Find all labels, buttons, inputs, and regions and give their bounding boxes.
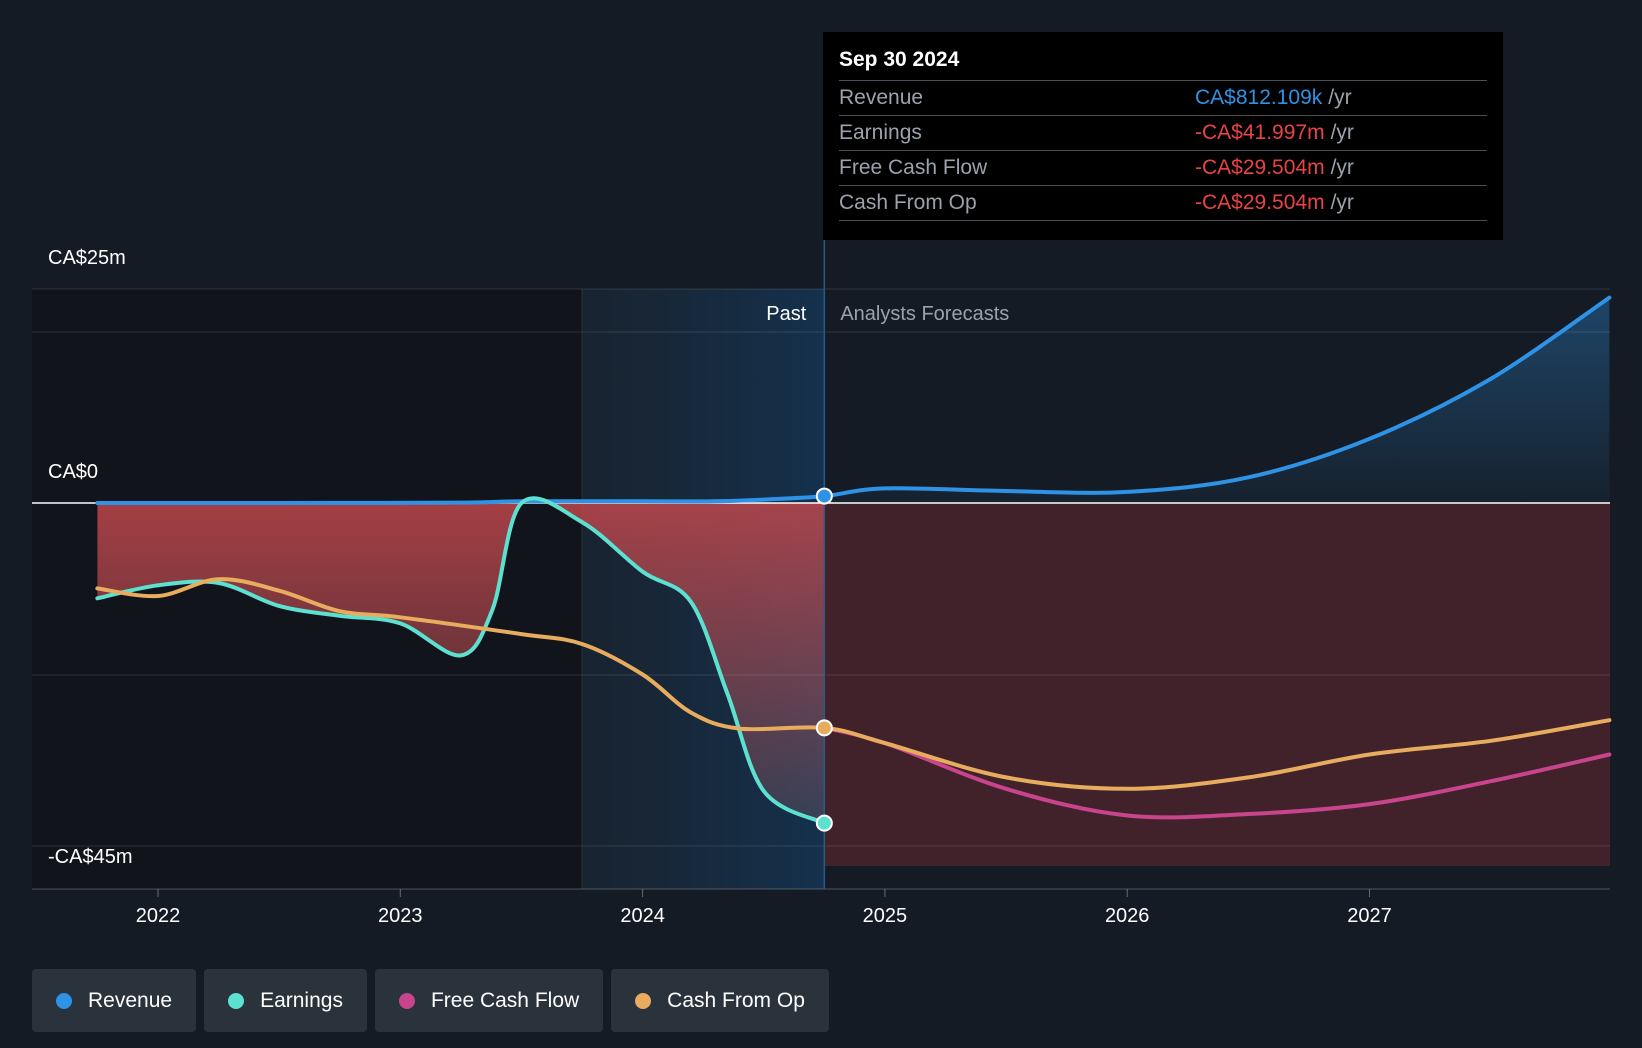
x-tick-label: 2025 bbox=[863, 905, 908, 927]
revenue-forecast-area bbox=[824, 297, 1610, 503]
legend-label: Free Cash Flow bbox=[430, 988, 580, 1012]
tooltip-panel: Sep 30 2024 Revenue CA$812.109k /yr Earn… bbox=[823, 32, 1503, 240]
x-tick-label: 2026 bbox=[1105, 905, 1150, 927]
past-label: Past bbox=[766, 303, 806, 325]
tooltip-row-value: -CA$29.504m bbox=[1195, 191, 1325, 214]
tooltip-row-value: CA$812.109k bbox=[1195, 86, 1323, 109]
tooltip-row-earnings: Earnings -CA$41.997m /yr bbox=[839, 115, 1487, 150]
series-line-earnings bbox=[95, 496, 827, 826]
legend-dot-icon bbox=[635, 992, 652, 1009]
legend: Revenue Earnings Free Cash Flow Cash Fro… bbox=[32, 969, 829, 1032]
tooltip-row-value: -CA$41.997m bbox=[1195, 121, 1325, 144]
tooltip-row-cash-from-op: Cash From Op -CA$29.504m /yr bbox=[839, 185, 1487, 221]
legend-dot-icon bbox=[398, 992, 415, 1009]
legend-label: Earnings bbox=[260, 988, 343, 1012]
y-axis-label: CA$25m bbox=[48, 247, 126, 269]
highlight-point-revenue bbox=[815, 487, 833, 505]
tooltip-row-unit: /yr bbox=[1330, 121, 1354, 144]
x-tick-label: 2022 bbox=[136, 905, 181, 927]
past-negative-area bbox=[97, 498, 825, 824]
series-line-free-cash-flow bbox=[822, 725, 1612, 820]
tooltip-row-unit: /yr bbox=[1330, 191, 1354, 214]
series-line-revenue bbox=[95, 295, 1612, 506]
legend-label: Cash From Op bbox=[667, 988, 805, 1012]
tooltip-date: Sep 30 2024 bbox=[839, 48, 960, 71]
series-line-cash-from-op bbox=[95, 577, 1612, 791]
tooltip-row-name: Free Cash Flow bbox=[839, 156, 988, 179]
y-axis-label: -CA$45m bbox=[48, 846, 132, 868]
tooltip-row-unit: /yr bbox=[1330, 156, 1354, 179]
tooltip-row-free-cash-flow: Free Cash Flow -CA$29.504m /yr bbox=[839, 150, 1487, 185]
legend-item-cash-from-op[interactable]: Cash From Op bbox=[611, 969, 829, 1032]
legend-item-free-cash-flow[interactable]: Free Cash Flow bbox=[374, 969, 604, 1032]
highlight-point-earnings bbox=[815, 814, 833, 832]
forecast-label: Analysts Forecasts bbox=[840, 303, 1009, 325]
past-negative-overlay bbox=[97, 498, 825, 824]
tooltip-row-name: Earnings bbox=[839, 121, 922, 144]
legend-dot-icon bbox=[56, 992, 72, 1009]
y-axis-label: CA$0 bbox=[48, 461, 98, 483]
legend-label: Revenue bbox=[88, 988, 173, 1012]
tooltip-row-revenue: Revenue CA$812.109k /yr bbox=[839, 80, 1487, 115]
legend-item-revenue[interactable]: Revenue bbox=[32, 969, 197, 1032]
legend-item-earnings[interactable]: Earnings bbox=[204, 969, 367, 1032]
x-tick-label: 2027 bbox=[1347, 905, 1392, 927]
legend-dot-icon bbox=[228, 992, 245, 1009]
financials-chart: CA$25m CA$0 -CA$45m 2022 2023 2024 2025 2026 202… bbox=[32, 240, 1612, 927]
highlight-point-cash-from-op bbox=[815, 719, 833, 737]
tooltip-row-name: Cash From Op bbox=[839, 191, 977, 214]
x-tick-label: 2024 bbox=[620, 905, 665, 927]
x-tick-label: 2023 bbox=[378, 905, 423, 927]
tooltip-row-value: -CA$29.504m bbox=[1195, 156, 1325, 179]
tooltip-row-name: Revenue bbox=[839, 86, 924, 109]
tooltip-row-unit: /yr bbox=[1328, 86, 1352, 109]
forecast-negative-area bbox=[824, 503, 1610, 866]
